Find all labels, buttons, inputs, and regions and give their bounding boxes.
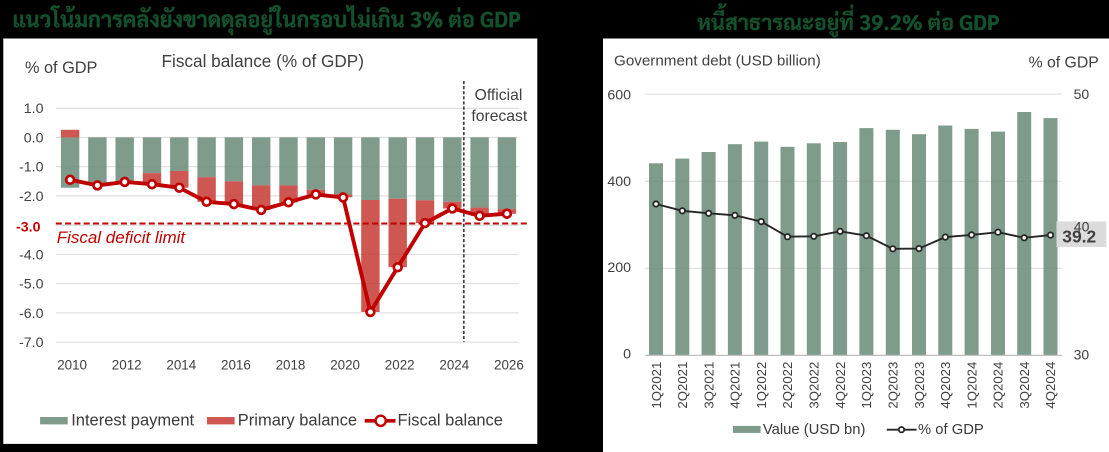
svg-text:2016: 2016 (221, 357, 251, 372)
svg-text:3Q2023: 3Q2023 (912, 362, 927, 409)
svg-text:-6.0: -6.0 (19, 306, 44, 322)
svg-text:600: 600 (607, 88, 631, 104)
svg-text:Fiscal balance: Fiscal balance (398, 411, 503, 429)
svg-text:Primary balance: Primary balance (238, 411, 357, 429)
svg-text:30: 30 (1074, 346, 1090, 362)
svg-text:% of GDP: % of GDP (25, 59, 97, 77)
svg-text:2010: 2010 (57, 357, 87, 372)
svg-text:-7.0: -7.0 (19, 335, 44, 351)
svg-text:1Q2023: 1Q2023 (859, 362, 874, 409)
svg-text:-1.0: -1.0 (19, 160, 44, 176)
svg-text:4Q2024: 4Q2024 (1043, 362, 1058, 409)
svg-text:-2.0: -2.0 (19, 189, 44, 205)
svg-text:2022: 2022 (385, 357, 415, 372)
svg-text:Value (USD bn): Value (USD bn) (763, 422, 866, 438)
svg-text:2012: 2012 (112, 357, 142, 372)
svg-text:2Q2023: 2Q2023 (886, 362, 901, 409)
svg-text:2020: 2020 (330, 357, 360, 372)
svg-text:Government debt (USD billion): Government debt (USD billion) (614, 52, 821, 69)
svg-text:0.0: 0.0 (24, 130, 44, 146)
svg-text:50: 50 (1074, 86, 1090, 102)
svg-text:1Q2022: 1Q2022 (754, 362, 769, 409)
svg-text:2Q2022: 2Q2022 (780, 362, 795, 409)
svg-text:2Q2021: 2Q2021 (675, 362, 690, 409)
svg-text:Interest payment: Interest payment (71, 411, 194, 429)
svg-text:39.2: 39.2 (1062, 227, 1096, 247)
svg-text:Fiscal deficit limit: Fiscal deficit limit (57, 228, 187, 247)
svg-text:2Q2024: 2Q2024 (991, 362, 1006, 409)
svg-text:2024: 2024 (439, 357, 469, 372)
svg-text:1Q2021: 1Q2021 (649, 362, 664, 409)
svg-text:% of GDP: % of GDP (1029, 55, 1099, 72)
svg-text:3Q2022: 3Q2022 (807, 362, 822, 409)
svg-text:2014: 2014 (166, 357, 196, 372)
svg-text:4Q2021: 4Q2021 (728, 362, 743, 409)
svg-text:400: 400 (607, 174, 631, 190)
svg-text:-3.0: -3.0 (16, 219, 41, 235)
svg-text:2018: 2018 (276, 357, 306, 372)
svg-text:4Q2023: 4Q2023 (938, 362, 953, 409)
svg-text:-5.0: -5.0 (19, 277, 44, 293)
svg-text:% of GDP: % of GDP (918, 422, 984, 438)
svg-text:4Q2022: 4Q2022 (833, 362, 848, 409)
svg-text:1Q2024: 1Q2024 (964, 362, 979, 409)
svg-text:-4.0: -4.0 (19, 247, 44, 263)
svg-text:0: 0 (623, 347, 631, 363)
svg-text:3Q2021: 3Q2021 (701, 362, 716, 409)
svg-text:1.0: 1.0 (24, 101, 44, 117)
svg-text:200: 200 (607, 260, 631, 276)
svg-text:Official: Official (475, 87, 523, 104)
svg-text:Fiscal balance (% of GDP): Fiscal balance (% of GDP) (162, 51, 365, 71)
svg-text:3Q2024: 3Q2024 (1017, 362, 1032, 409)
svg-text:2026: 2026 (494, 357, 524, 372)
svg-text:40: 40 (1074, 219, 1090, 235)
svg-text:forecast: forecast (471, 108, 527, 125)
